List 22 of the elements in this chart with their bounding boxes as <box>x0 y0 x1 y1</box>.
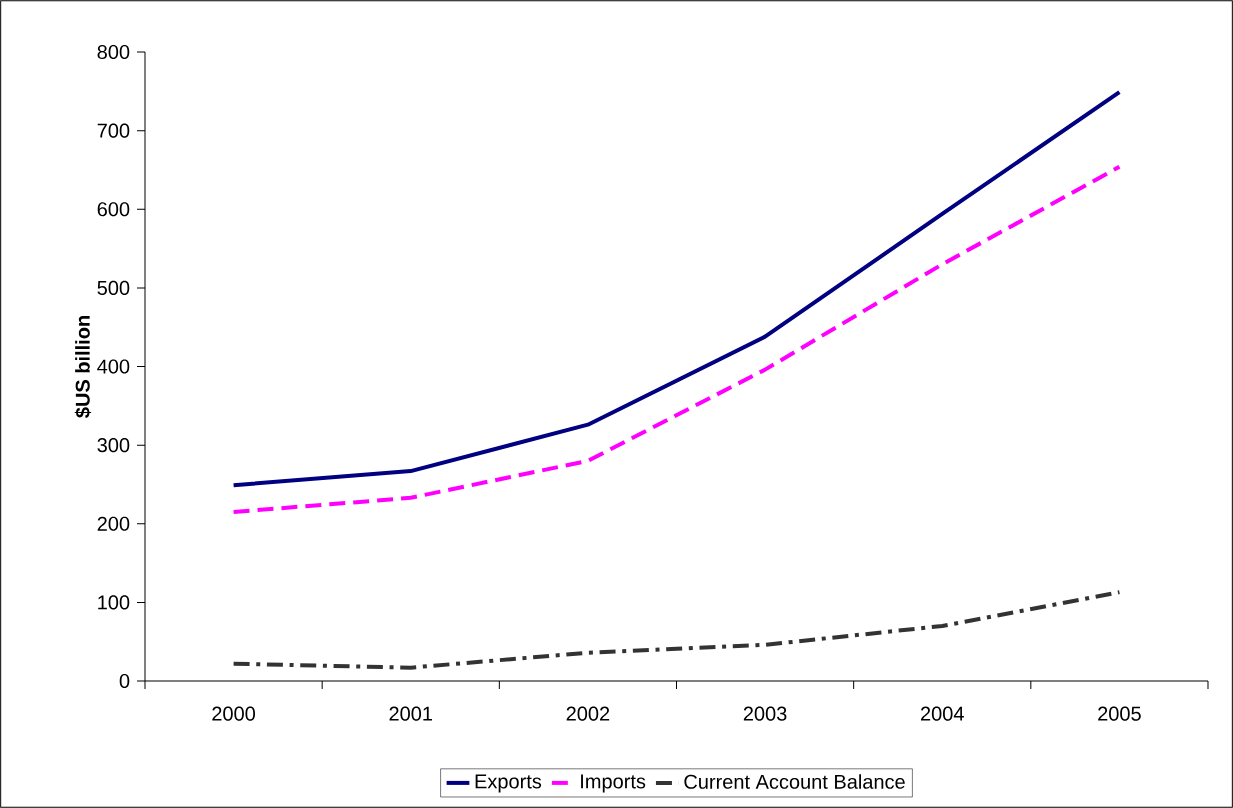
line-series <box>231 590 1122 670</box>
y-tick-label: 700 <box>97 123 130 138</box>
x-tick-label: 2004 <box>921 706 964 721</box>
y-axis-title: $US billion <box>74 316 92 418</box>
y-tick-label: 0 <box>119 673 130 689</box>
line-series <box>231 164 1122 514</box>
legend-label: Exports <box>475 774 542 793</box>
y-tick-label: 800 <box>97 44 130 60</box>
y-tick-label: 100 <box>98 595 130 610</box>
legend-label: Imports <box>581 774 646 793</box>
x-tick-label: 2005 <box>1098 706 1141 721</box>
y-tick-label: 500 <box>97 280 130 295</box>
y-tick-label: 400 <box>97 359 130 374</box>
x-tick-label: 2000 <box>212 706 256 721</box>
x-tick-label: 2003 <box>743 706 787 721</box>
x-tick-label: 2002 <box>566 706 610 721</box>
y-tick-label: 300 <box>97 438 130 453</box>
x-tick-label: 2001 <box>389 706 432 721</box>
line-series <box>231 90 1122 488</box>
y-tick-label: 200 <box>97 516 130 531</box>
legend-label: Current Account Balance <box>684 774 905 789</box>
y-tick-label: 600 <box>97 202 130 217</box>
